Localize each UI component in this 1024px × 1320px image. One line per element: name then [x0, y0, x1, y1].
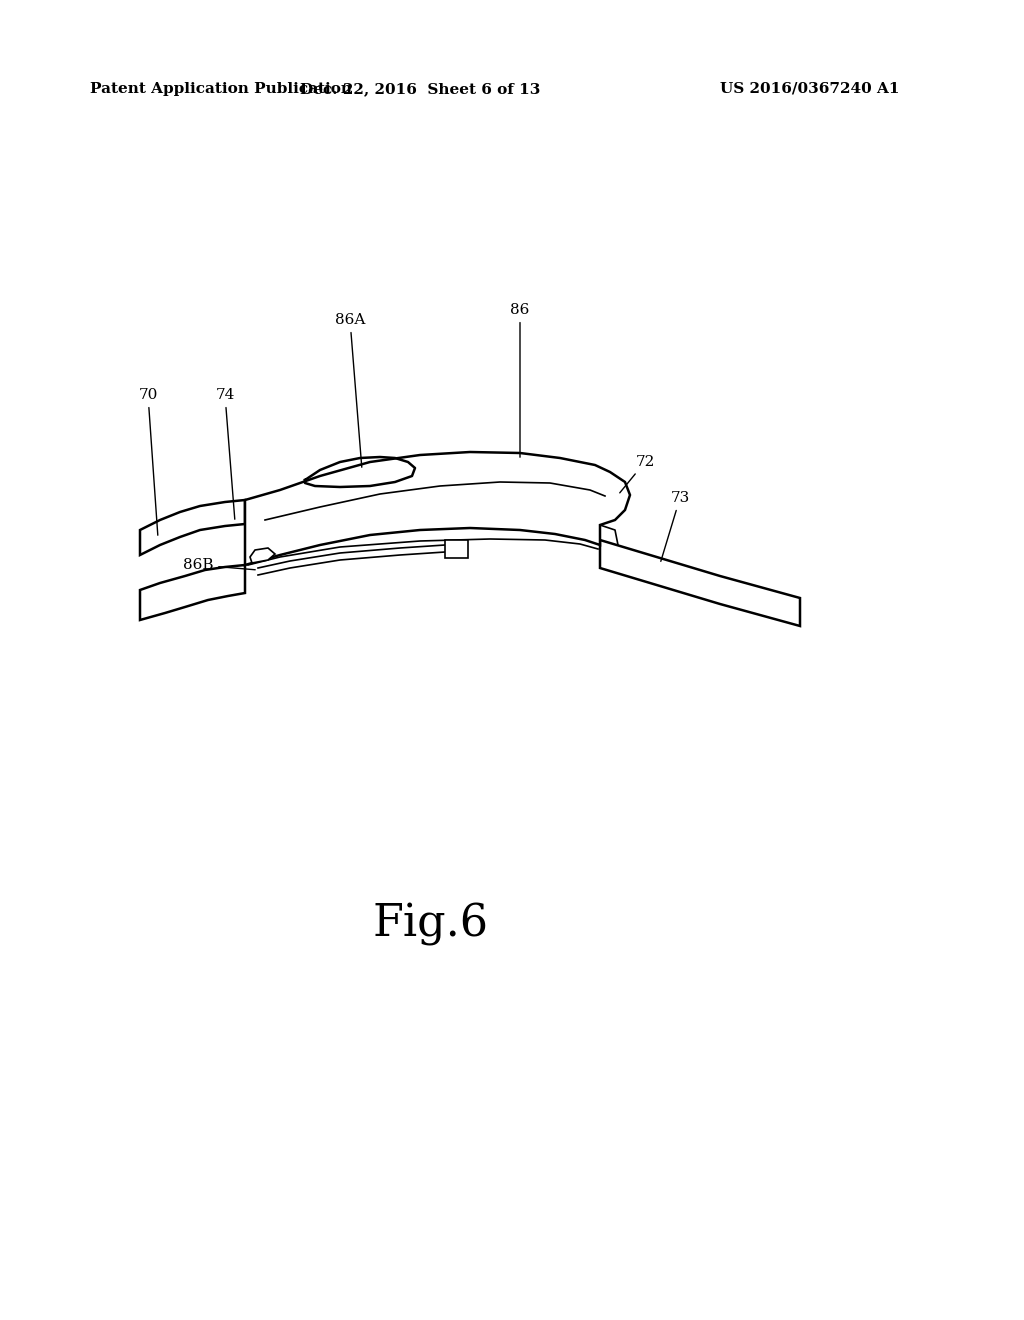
- Text: Patent Application Publication: Patent Application Publication: [90, 82, 352, 96]
- Polygon shape: [445, 540, 468, 558]
- Polygon shape: [600, 540, 800, 626]
- Text: 70: 70: [138, 388, 158, 535]
- Polygon shape: [140, 500, 245, 554]
- Text: 72: 72: [620, 455, 654, 492]
- Text: 74: 74: [215, 388, 234, 519]
- Polygon shape: [245, 451, 630, 565]
- Text: 86B: 86B: [182, 558, 255, 572]
- Polygon shape: [140, 565, 245, 620]
- Text: 86: 86: [510, 304, 529, 457]
- Text: Fig.6: Fig.6: [372, 903, 488, 945]
- Polygon shape: [250, 548, 275, 564]
- Text: 73: 73: [660, 491, 689, 561]
- Text: Dec. 22, 2016  Sheet 6 of 13: Dec. 22, 2016 Sheet 6 of 13: [300, 82, 541, 96]
- Text: US 2016/0367240 A1: US 2016/0367240 A1: [720, 82, 899, 96]
- Text: 86A: 86A: [335, 313, 366, 467]
